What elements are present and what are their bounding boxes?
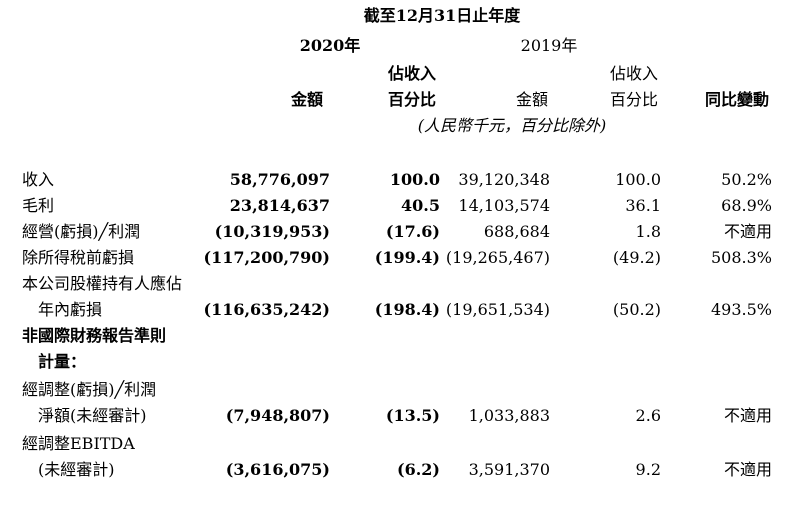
gross-profit-pct-2019: 36.1 bbox=[625, 196, 661, 215]
row-label-operating: 經營(虧損)╱利潤 bbox=[22, 222, 141, 241]
pct-2019-header-line1: 佔收入 bbox=[609, 64, 659, 83]
revenue-amount-2020: 58,776,097 bbox=[229, 170, 330, 189]
row-label-adjusted-ebitda-line1: 經調整EBITDA bbox=[22, 434, 135, 453]
row-label-adjusted-net-line2: 淨額(未經審計) bbox=[38, 406, 147, 425]
period-header: 截至12月31日止年度 bbox=[363, 6, 521, 25]
yoy-header: 同比變動 bbox=[704, 90, 770, 109]
year-2020-header: 2020年 bbox=[299, 36, 361, 55]
non-ifrs-heading-line1: 非國際財務報告準則 bbox=[22, 326, 167, 345]
revenue-pct-2020: 100.0 bbox=[389, 170, 440, 189]
pretax-loss-amount-2019: (19,265,467) bbox=[445, 248, 550, 267]
row-label-revenue: 收入 bbox=[22, 170, 55, 189]
revenue-yoy: 50.2% bbox=[721, 170, 772, 189]
adjusted-net-yoy: 不適用 bbox=[723, 406, 772, 425]
adjusted-net-pct-2020: (13.5) bbox=[385, 406, 440, 425]
attributable-amount-2020: (116,635,242) bbox=[203, 300, 330, 319]
non-ifrs-heading-line2: 計量： bbox=[38, 352, 87, 371]
operating-amount-2020: (10,319,953) bbox=[214, 222, 330, 241]
attributable-amount-2019: (19,651,534) bbox=[445, 300, 550, 319]
gross-profit-yoy: 68.9% bbox=[721, 196, 772, 215]
pct-2020-header-line1: 佔收入 bbox=[387, 64, 437, 83]
pretax-loss-amount-2020: (117,200,790) bbox=[203, 248, 330, 267]
row-label-attributable-line2: 年內虧損 bbox=[38, 300, 103, 319]
row-label-pretax-loss: 除所得稅前虧損 bbox=[22, 248, 135, 267]
row-label-adjusted-net-line1: 經調整(虧損)╱利潤 bbox=[22, 380, 157, 399]
pretax-loss-pct-2019: (49.2) bbox=[612, 248, 661, 267]
revenue-amount-2019: 39,120,348 bbox=[458, 170, 550, 189]
adjusted-ebitda-yoy: 不適用 bbox=[723, 460, 772, 479]
pct-2019-header-line2: 百分比 bbox=[609, 90, 659, 109]
gross-profit-amount-2019: 14,103,574 bbox=[458, 196, 550, 215]
attributable-pct-2020: (198.4) bbox=[374, 300, 440, 319]
gross-profit-pct-2020: 40.5 bbox=[401, 196, 440, 215]
pretax-loss-yoy: 508.3% bbox=[710, 248, 772, 267]
row-label-attributable-line1: 本公司股權持有人應佔 bbox=[22, 274, 183, 293]
attributable-yoy: 493.5% bbox=[710, 300, 772, 319]
operating-pct-2020: (17.6) bbox=[385, 222, 440, 241]
pretax-loss-pct-2020: (199.4) bbox=[374, 248, 440, 267]
attributable-pct-2019: (50.2) bbox=[612, 300, 661, 319]
operating-pct-2019: 1.8 bbox=[635, 222, 661, 241]
unit-note: (人民幣千元，百分比除外) bbox=[417, 116, 607, 135]
year-2019-header: 2019年 bbox=[520, 36, 578, 55]
adjusted-net-pct-2019: 2.6 bbox=[635, 406, 661, 425]
row-label-gross-profit: 毛利 bbox=[22, 196, 55, 215]
revenue-pct-2019: 100.0 bbox=[615, 170, 661, 189]
operating-yoy: 不適用 bbox=[723, 222, 772, 241]
adjusted-ebitda-pct-2019: 9.2 bbox=[635, 460, 661, 479]
adjusted-ebitda-amount-2019: 3,591,370 bbox=[468, 460, 550, 479]
amount-2019-header: 金額 bbox=[515, 90, 549, 109]
operating-amount-2019: 688,684 bbox=[483, 222, 550, 241]
adjusted-ebitda-pct-2020: (6.2) bbox=[397, 460, 440, 479]
amount-2020-header: 金額 bbox=[290, 90, 324, 109]
pct-2020-header-line2: 百分比 bbox=[387, 90, 437, 109]
gross-profit-amount-2020: 23,814,637 bbox=[229, 196, 330, 215]
adjusted-ebitda-amount-2020: (3,616,075) bbox=[225, 460, 330, 479]
adjusted-net-amount-2019: 1,033,883 bbox=[468, 406, 550, 425]
adjusted-net-amount-2020: (7,948,807) bbox=[225, 406, 330, 425]
row-label-adjusted-ebitda-line2: (未經審計) bbox=[38, 460, 115, 479]
